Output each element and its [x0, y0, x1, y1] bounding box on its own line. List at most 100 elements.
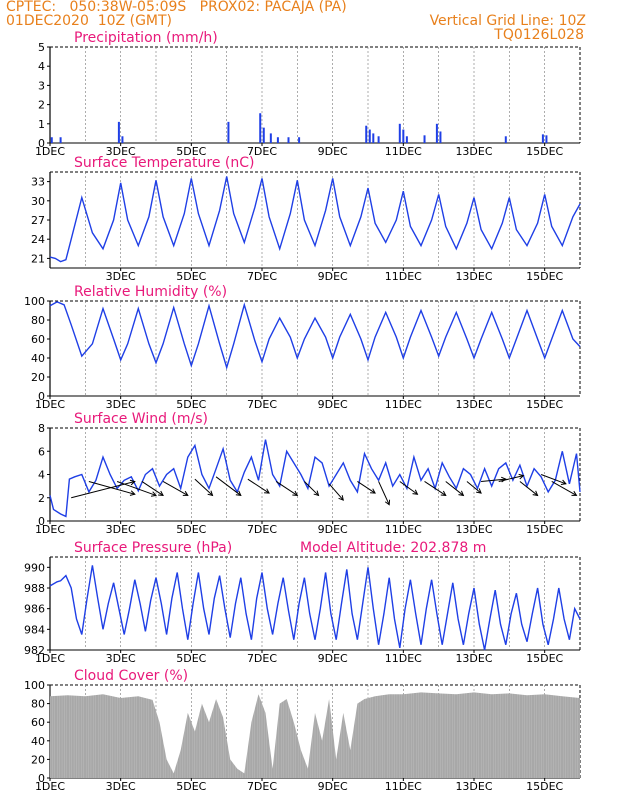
wind-arrow-shaft [551, 481, 577, 496]
x-tick-label: 1DEC [35, 780, 65, 793]
wind-arrow [378, 481, 391, 506]
wind-arrow-shaft [466, 481, 482, 494]
wind-arrow [304, 481, 320, 497]
wind-arrow-head [150, 491, 157, 497]
wind-arrow [519, 481, 539, 497]
panel-title: Surface Wind (m/s) [74, 411, 208, 427]
x-tick-label: 1DEC [35, 398, 65, 411]
wind-arrow-shaft [88, 480, 135, 495]
wind-arrow-head [207, 490, 214, 497]
x-tick-label: 3DEC [106, 270, 136, 283]
precip-bar [435, 123, 438, 143]
x-tick-label: 7DEC [247, 270, 277, 283]
x-tick-label: 13DEC [455, 523, 492, 536]
y-tick-label: 0 [38, 390, 45, 403]
wind-arrow-shaft [275, 481, 298, 496]
x-tick-label: 11DEC [385, 780, 422, 793]
panel-title: Cloud Cover (%) [74, 668, 188, 684]
y-tick-label: 8 [38, 422, 45, 435]
wind-arrow-head [370, 488, 376, 494]
x-tick-label: 7DEC [247, 145, 277, 158]
wind-arrow-head [338, 495, 344, 501]
wind-arrow [551, 481, 578, 496]
wind-arrow-head [458, 490, 465, 497]
y-tick-label: 80 [31, 698, 45, 711]
x-tick-label: 11DEC [385, 398, 422, 411]
wind-arrow-shaft [399, 481, 418, 495]
y-tick-label: 60 [31, 716, 45, 729]
x-tick-label: 11DEC [385, 652, 422, 665]
wind-arrow [357, 481, 376, 494]
series-line [49, 565, 581, 651]
wind-arrow-shaft [481, 478, 506, 482]
y-tick-label: 4 [38, 60, 45, 73]
y-tick-label: 990 [24, 561, 45, 574]
panel-6: 0 20 40 60 80 100 1DEC 3DEC 5DEC 7DEC 9DEC 11DEC 13D… [24, 668, 581, 793]
y-tick-label: 27 [31, 214, 45, 227]
precip-bar [298, 137, 301, 143]
wind-arrow-head [440, 490, 447, 496]
y-tick-label: 2 [38, 99, 45, 112]
wind-arrow [116, 481, 157, 497]
panel-5: 982 984 986 988 990 1DEC 3DEC 5DEC 7DEC 9DEC 11DEC… [24, 540, 581, 665]
wind-arrow-shaft [498, 475, 524, 482]
x-tick-label: 7DEC [247, 780, 277, 793]
wind-arrow [71, 479, 136, 499]
y-tick-label: 33 [31, 176, 45, 189]
x-tick-label: 1DEC [35, 652, 65, 665]
wind-arrow-head [532, 490, 539, 497]
x-tick-label: 9DEC [318, 145, 348, 158]
x-tick-label: 5DEC [176, 398, 206, 411]
y-tick-label: 80 [31, 314, 45, 327]
wind-arrow-head [158, 490, 164, 496]
wind-arrow-head [235, 490, 242, 497]
x-tick-label: 5DEC [176, 652, 206, 665]
wind-arrow [247, 478, 270, 494]
wind-arrow-head [129, 479, 136, 486]
y-tick-label: 6 [38, 445, 45, 458]
precip-bar [541, 134, 544, 143]
x-tick-label: 3DEC [106, 398, 136, 411]
y-tick-label: 0 [38, 137, 45, 150]
wind-arrow [540, 474, 567, 485]
x-tick-label: 13DEC [455, 780, 492, 793]
wind-arrow-shaft [328, 483, 344, 501]
wind-arrow [498, 473, 525, 482]
precip-bar [377, 136, 380, 143]
wind-arrow-head [412, 489, 419, 495]
wind-arrow-head [560, 479, 567, 485]
wind-arrow-head [313, 490, 320, 497]
x-tick-label: 9DEC [318, 398, 348, 411]
wind-arrow-head [384, 499, 391, 506]
x-tick-label: 7DEC [247, 398, 277, 411]
wind-arrow-shaft [162, 481, 189, 496]
wind-arrow-shaft [194, 478, 213, 496]
panel-1: 0 1 2 3 4 5 1DEC 3DEC 5DEC 7DEC 9DEC 11DEC 13DEC 15DE… [35, 30, 581, 158]
wind-arrow [275, 481, 299, 496]
precip-bar [227, 121, 230, 143]
wind-arrow [481, 476, 507, 483]
panel-2: 21 24 27 30 33 3DEC 5DEC 7DEC 9DEC 11DEC 13DEC 15DE… [31, 155, 581, 283]
x-tick-label: 5DEC [176, 523, 206, 536]
wind-arrow-shaft [357, 481, 376, 494]
precip-bar [287, 137, 290, 143]
precip-bar [262, 127, 265, 143]
series-line [49, 176, 581, 263]
wind-arrow [399, 481, 419, 495]
precip-bar [402, 129, 405, 143]
y-tick-label: 21 [31, 252, 45, 265]
y-tick-label: 100 [24, 295, 45, 308]
x-tick-label: 9DEC [318, 780, 348, 793]
panel-4: 0 2 4 6 8 1DEC 3DEC 5DEC 7DEC 9DEC 11DEC 13DEC 15DEC… [35, 411, 581, 536]
x-tick-label: 11DEC [385, 523, 422, 536]
x-tick-label: 15DEC [526, 398, 563, 411]
wind-arrow [424, 481, 447, 496]
y-tick-label: 40 [31, 735, 45, 748]
y-tick-label: 986 [24, 603, 45, 616]
x-tick-label: 7DEC [247, 523, 277, 536]
wind-arrow-head [292, 490, 299, 496]
x-tick-label: 13DEC [455, 145, 492, 158]
header-line-2: 01DEC2020 10Z (GMT) [6, 13, 173, 29]
precip-bar [365, 125, 368, 143]
wind-arrow [141, 481, 164, 496]
